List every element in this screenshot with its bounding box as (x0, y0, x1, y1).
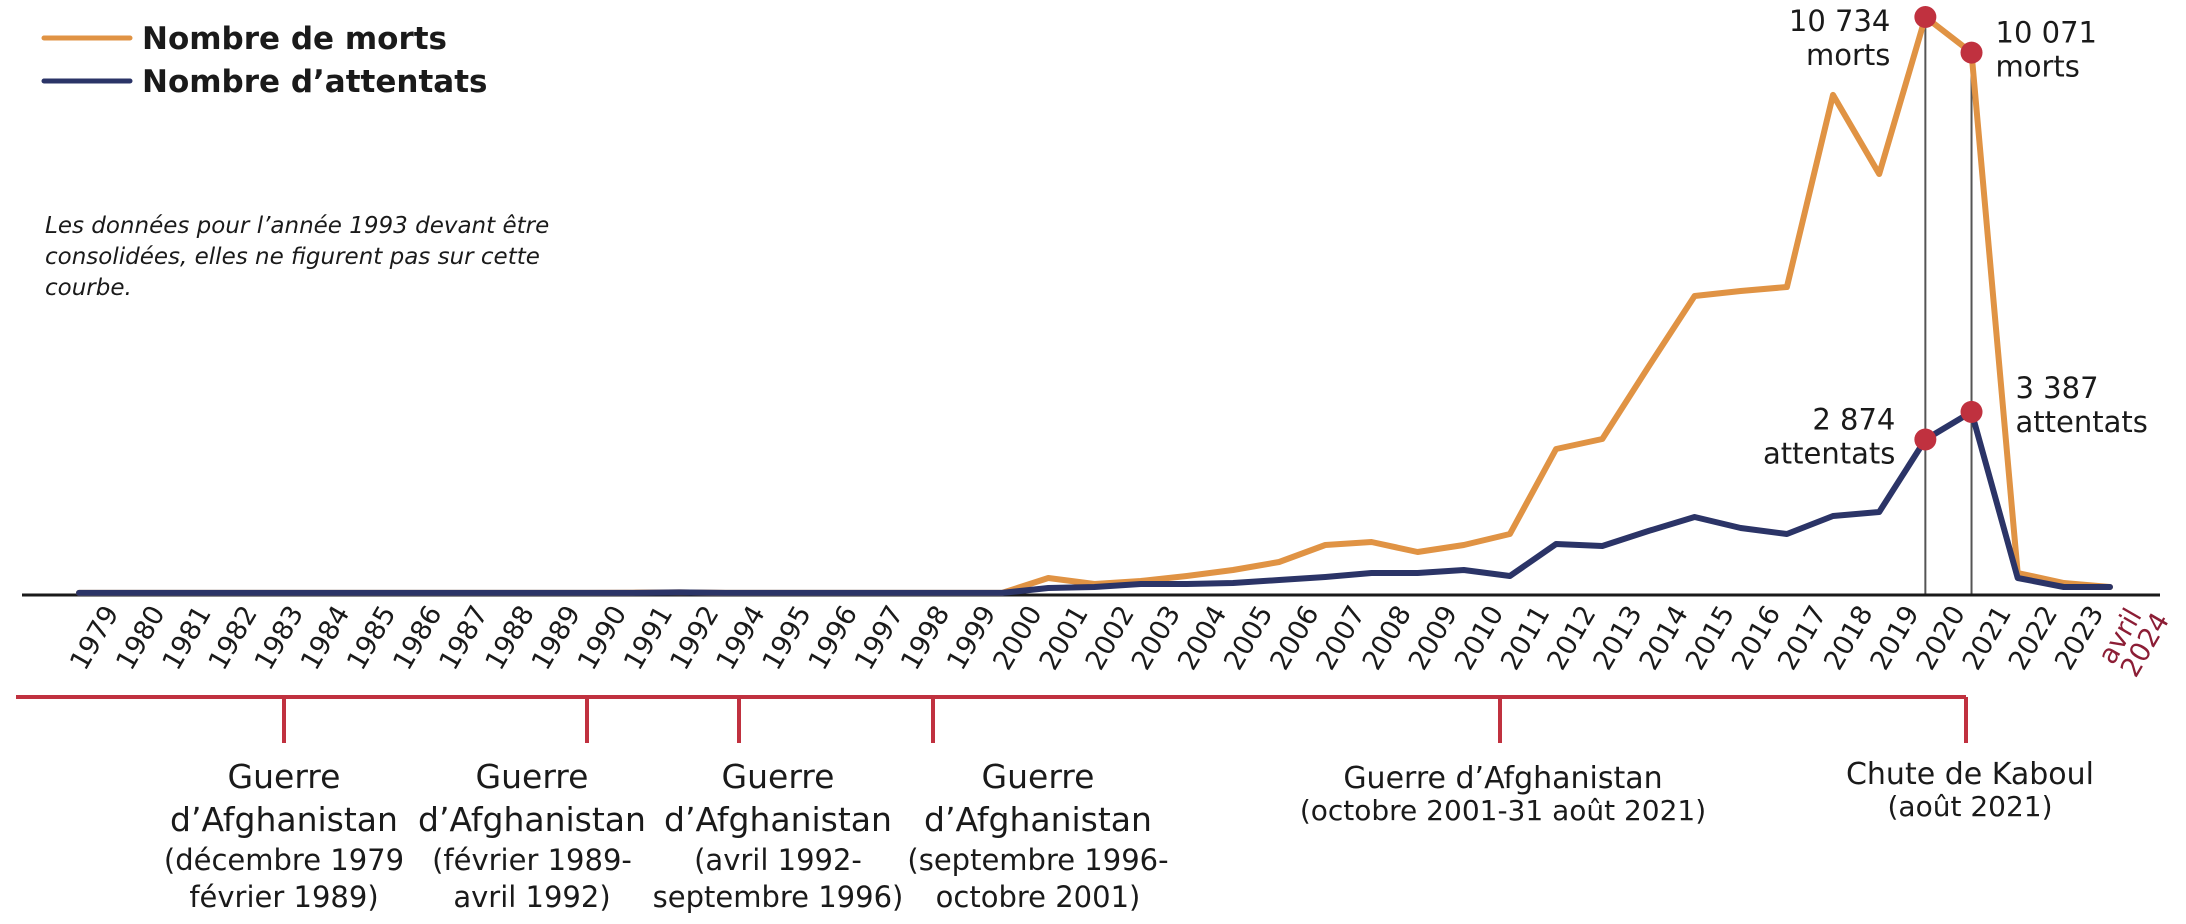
note-line: Les données pour l’année 1993 devant êtr… (45, 213, 549, 239)
series-line (76, 14, 2113, 596)
timeline: Guerre d’Afghanistan (décembre 1979février… (16, 695, 2094, 914)
annotation-unit: attentats (2016, 405, 2148, 439)
highlight-marker (1960, 400, 1983, 423)
highlight-marker (1914, 6, 1937, 28)
period-subtitle: octobre 2001) (936, 880, 1141, 914)
annotation-unit: morts (1996, 50, 2080, 84)
period-title: d’Afghanistan (664, 800, 892, 839)
legend: Nombre de morts Nombre d’attentats (41, 21, 487, 100)
period-subtitle: (décembre 1979 (164, 843, 404, 877)
period-title: d’Afghanistan (924, 800, 1152, 839)
annotation-unit: morts (1806, 38, 1890, 72)
period-title: Guerre (722, 757, 835, 796)
period-subtitle: septembre 1996) (653, 880, 904, 914)
series-layer (76, 14, 2113, 596)
guide-lines (1924, 17, 1973, 594)
period-2: Guerre d’Afghanistan (février 1989-avril 1… (418, 697, 646, 914)
period-title: Chute de Kaboul (1846, 757, 2094, 792)
highlight-marker (1960, 41, 1983, 64)
period-title: Guerre (476, 757, 589, 796)
annotation-value: 3 387 (2016, 371, 2099, 405)
period-title: Guerre (982, 757, 1095, 796)
period-subtitle: février 1989) (189, 880, 378, 914)
period-subtitle: avril 1992) (453, 880, 610, 914)
period-subtitle: (octobre 2001-31 août 2021) (1300, 794, 1706, 827)
series-deaths (76, 14, 2113, 596)
note-line: consolidées, elles ne figurent pas sur c… (45, 244, 540, 270)
period-subtitle: (février 1989- (432, 843, 632, 877)
annotation-value: 10 071 (1996, 16, 2097, 50)
period-title: d’Afghanistan (418, 800, 646, 839)
period-6: Chute de Kaboul(août 2021) (1846, 697, 2094, 823)
period-3: Guerre d’Afghanistan (avril 1992-septembre… (653, 697, 904, 914)
period-title: Guerre d’Afghanistan (1343, 761, 1662, 796)
note-line: courbe. (45, 275, 132, 301)
period-4: Guerre d’Afghanistan (septembre 1996-octob… (907, 697, 1169, 914)
period-title: Guerre (228, 757, 341, 796)
period-title: d’Afghanistan (170, 800, 398, 839)
annotation-value: 10 734 (1789, 4, 1890, 38)
period-subtitle: (septembre 1996- (907, 843, 1168, 877)
legend-label-deaths: Nombre de morts (142, 21, 447, 57)
annotation-value: 2 874 (1812, 403, 1895, 437)
period-subtitle: (août 2021) (1887, 790, 2052, 823)
highlight-marker (1914, 428, 1937, 451)
legend-label-attacks: Nombre d’attentats (142, 64, 487, 100)
x-tick-labels: 1979198019811982198319841985198619871988… (64, 600, 2176, 682)
period-5: Guerre d’Afghanistan(octobre 2001-31 aoû… (1300, 697, 1706, 827)
period-subtitle: (avril 1992- (694, 843, 862, 877)
annotation-unit: attentats (1763, 437, 1895, 471)
highlight-markers (1914, 6, 1983, 451)
note: Les données pour l’année 1993 devant êtr… (45, 213, 549, 301)
period-1: Guerre d’Afghanistan (décembre 1979février… (164, 697, 404, 914)
